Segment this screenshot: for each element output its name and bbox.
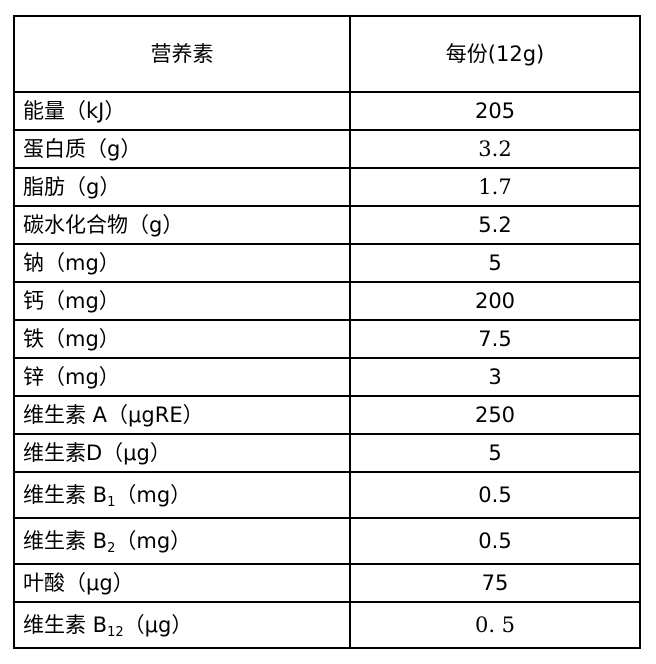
nutrient-value: 3 [349,357,641,397]
name-text: 维生素 B [23,528,108,553]
nutrient-name: 能量（kJ） [13,91,351,131]
nutrient-name: 钙（mg） [13,281,351,321]
subscript: 1 [107,494,116,510]
table-row: 铁（mg） 7.5 [13,319,641,359]
nutrient-name: 蛋白质（g） [13,129,351,169]
nutrient-name: 脂肪（g） [13,167,351,207]
header-per-serving: 每份(12g) [349,15,641,93]
nutrient-name: 维生素D（μg） [13,433,351,473]
nutrient-value: 200 [349,281,641,321]
table-row: 维生素D（μg） 5 [13,433,641,473]
nutrient-name: 钠（mg） [13,243,351,283]
unit-text: （μg） [123,612,193,637]
nutrient-name: 维生素 B1（mg） [13,471,351,519]
name-text: 维生素 B [23,482,108,507]
table-row: 维生素 B12（μg） 0. 5 [13,601,641,649]
nutrient-value: 205 [349,91,641,131]
subscript: 2 [107,540,116,556]
nutrient-value: 5.2 [349,205,641,245]
table-row: 脂肪（g） 1.7 [13,167,641,207]
nutrient-name: 叶酸（μg） [13,563,351,603]
nutrient-value: 0. 5 [349,601,641,649]
nutrient-name: 铁（mg） [13,319,351,359]
nutrient-value: 7.5 [349,319,641,359]
table-header-row: 营养素 每份(12g) [13,15,641,93]
table-row: 锌（mg） 3 [13,357,641,397]
nutrient-name: 维生素 B2（mg） [13,517,351,565]
unit-text: （mg） [115,482,192,507]
nutrient-name: 碳水化合物（g） [13,205,351,245]
table-row: 能量（kJ） 205 [13,91,641,131]
table-row: 钙（mg） 200 [13,281,641,321]
nutrient-name: 维生素 B12（μg） [13,601,351,649]
table-row: 蛋白质（g） 3.2 [13,129,641,169]
name-text: 维生素 B [23,612,108,637]
nutrient-value: 0.5 [349,517,641,565]
nutrient-value: 5 [349,243,641,283]
nutrient-value: 1.7 [349,167,641,207]
table-row: 叶酸（μg） 75 [13,563,641,603]
nutrient-value: 5 [349,433,641,473]
table-row: 维生素 B1（mg） 0.5 [13,471,641,519]
nutrient-value: 3.2 [349,129,641,169]
nutrition-table: 营养素 每份(12g) 能量（kJ） 205 蛋白质（g） 3.2 脂肪（g） 1.7… [13,15,641,649]
nutrient-value: 250 [349,395,641,435]
unit-text: （mg） [115,528,192,553]
header-nutrient: 营养素 [13,15,351,93]
nutrient-name: 锌（mg） [13,357,351,397]
nutrient-name: 维生素 A（μgRE） [13,395,351,435]
table-row: 钠（mg） 5 [13,243,641,283]
subscript: 12 [107,624,124,640]
table-row: 维生素 A（μgRE） 250 [13,395,641,435]
nutrient-value: 0.5 [349,471,641,519]
table-row: 碳水化合物（g） 5.2 [13,205,641,245]
table-row: 维生素 B2（mg） 0.5 [13,517,641,565]
nutrient-value: 75 [349,563,641,603]
